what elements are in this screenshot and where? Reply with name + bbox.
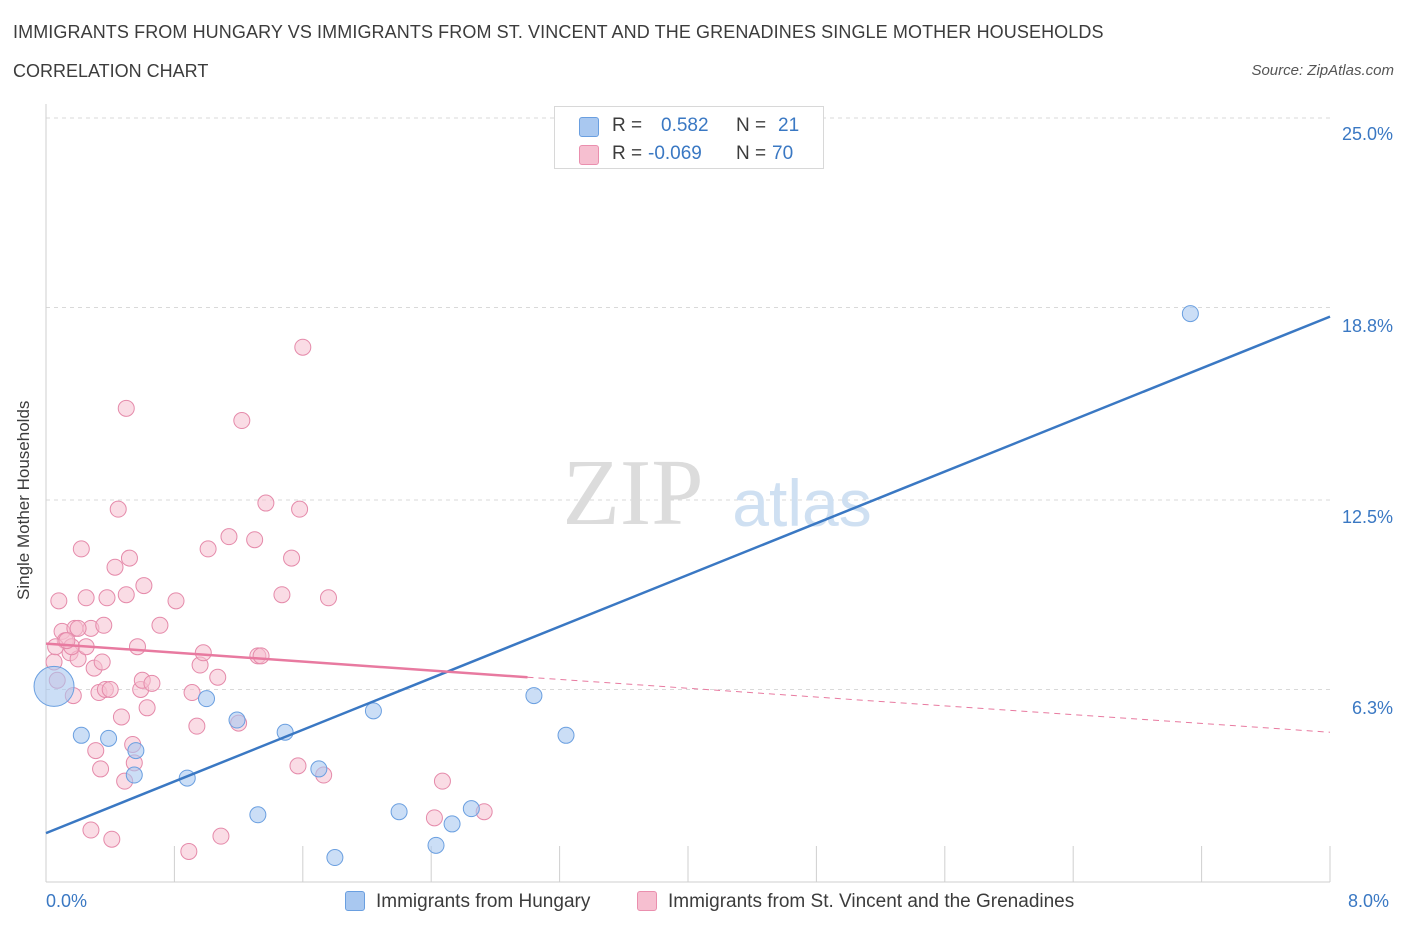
data-point bbox=[433, 772, 451, 790]
data-point bbox=[291, 500, 309, 518]
blue-series-points bbox=[33, 124, 1199, 867]
trend-lines bbox=[45, 315, 1331, 835]
legend-swatch-blue bbox=[579, 117, 599, 137]
data-point bbox=[246, 531, 264, 549]
data-point bbox=[127, 742, 145, 760]
data-point bbox=[112, 708, 130, 726]
data-point bbox=[92, 760, 110, 778]
data-point bbox=[319, 589, 337, 607]
legend-r-label: R = bbox=[612, 115, 643, 136]
data-point bbox=[390, 803, 408, 821]
data-point bbox=[194, 644, 212, 662]
data-point bbox=[557, 726, 575, 744]
data-point bbox=[289, 757, 307, 775]
trend-line-pink-extension bbox=[527, 676, 1331, 733]
data-point bbox=[100, 729, 118, 747]
data-point bbox=[249, 806, 267, 824]
data-point bbox=[198, 690, 215, 708]
data-point bbox=[101, 680, 119, 698]
data-point bbox=[326, 849, 344, 867]
chart-title: IMMIGRANTS FROM HUNGARY VS IMMIGRANTS FR… bbox=[13, 22, 1104, 42]
data-point bbox=[525, 687, 543, 705]
data-point bbox=[188, 717, 206, 735]
data-point bbox=[1181, 305, 1199, 323]
data-point bbox=[33, 665, 75, 707]
data-point bbox=[98, 589, 116, 607]
data-point bbox=[72, 726, 90, 744]
gridlines bbox=[46, 117, 1330, 690]
data-point bbox=[143, 674, 161, 692]
data-point bbox=[72, 540, 90, 558]
stats-legend: R = 0.582 N = 21 R = -0.069 N = 70 bbox=[554, 106, 824, 169]
y-tick-label: 12.5% bbox=[1341, 507, 1393, 527]
source-note: Source: ZipAtlas.com bbox=[1251, 62, 1394, 79]
data-point bbox=[294, 338, 312, 356]
data-point bbox=[151, 616, 169, 634]
data-point bbox=[180, 842, 198, 860]
legend-n-label: N = bbox=[736, 143, 767, 164]
trend-line-blue bbox=[45, 315, 1331, 835]
data-point bbox=[106, 558, 124, 576]
data-point bbox=[138, 699, 156, 717]
legend-n-label: N = bbox=[736, 115, 767, 136]
y-tick-label: 6.3% bbox=[1351, 698, 1393, 718]
bottom-legend-swatch-pink bbox=[637, 891, 657, 911]
legend-r-value: -0.069 bbox=[648, 143, 702, 164]
data-point bbox=[125, 766, 143, 784]
data-point bbox=[69, 619, 87, 637]
legend-swatch-pink bbox=[579, 145, 599, 165]
data-point bbox=[462, 800, 480, 818]
data-point bbox=[82, 821, 100, 839]
bottom-legend-label: Immigrants from Hungary bbox=[376, 891, 591, 912]
data-point bbox=[95, 616, 113, 634]
data-point bbox=[93, 653, 111, 671]
data-point bbox=[120, 549, 138, 567]
watermark-zip: ZIP bbox=[563, 441, 704, 545]
data-point bbox=[252, 647, 270, 665]
trend-line-pink bbox=[45, 642, 528, 679]
data-point bbox=[364, 702, 382, 720]
axes bbox=[45, 104, 1331, 883]
y-tick-label: 25.0% bbox=[1341, 124, 1393, 144]
data-point bbox=[443, 815, 461, 833]
data-point bbox=[135, 577, 153, 595]
data-point bbox=[50, 592, 68, 610]
pink-series-points bbox=[45, 338, 493, 860]
x-tick-label: 8.0% bbox=[1348, 891, 1390, 911]
chart-subtitle: CORRELATION CHART bbox=[13, 61, 209, 81]
data-point bbox=[199, 540, 217, 558]
data-point bbox=[109, 500, 127, 518]
legend-r-label: R = bbox=[612, 143, 643, 164]
y-axis-label: Single Mother Households bbox=[14, 400, 33, 600]
data-point bbox=[183, 684, 201, 702]
data-point bbox=[117, 399, 135, 417]
data-point bbox=[220, 528, 238, 546]
data-point bbox=[228, 711, 246, 729]
data-point bbox=[233, 412, 251, 430]
legend-n-value: 21 bbox=[778, 115, 800, 136]
data-point bbox=[310, 760, 328, 778]
data-point bbox=[77, 589, 95, 607]
data-point bbox=[425, 809, 443, 827]
data-point bbox=[117, 586, 135, 604]
data-point bbox=[87, 742, 105, 760]
data-point bbox=[128, 638, 146, 656]
data-point bbox=[427, 836, 445, 854]
data-point bbox=[212, 827, 230, 845]
bottom-legend-label: Immigrants from St. Vincent and the Gren… bbox=[668, 891, 1075, 912]
data-point bbox=[167, 592, 185, 610]
data-point bbox=[283, 549, 301, 567]
watermark: ZIP atlas bbox=[563, 441, 872, 545]
y-tick-label: 18.8% bbox=[1341, 316, 1393, 336]
data-point bbox=[103, 830, 121, 848]
x-tick-label: 0.0% bbox=[46, 891, 88, 911]
legend-r-value: 0.582 bbox=[661, 115, 709, 136]
legend-n-value: 70 bbox=[772, 143, 794, 164]
data-point bbox=[209, 668, 227, 686]
bottom-legend-swatch-blue bbox=[345, 891, 365, 911]
watermark-atlas: atlas bbox=[732, 466, 871, 540]
data-point bbox=[273, 586, 291, 604]
data-point bbox=[257, 494, 275, 512]
